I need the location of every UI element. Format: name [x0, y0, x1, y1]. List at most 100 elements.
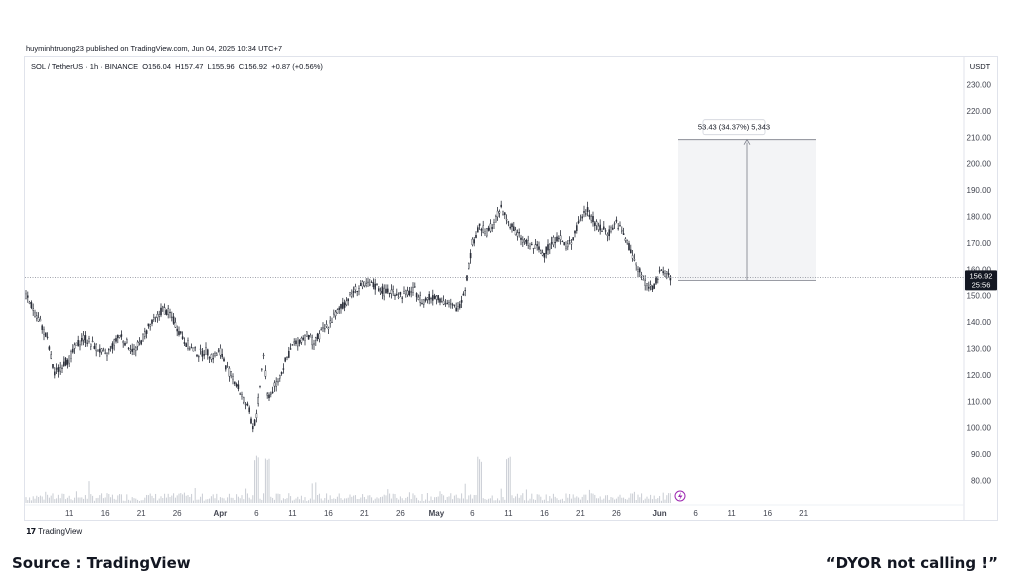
y-tick-label: 230.00 [967, 81, 992, 90]
candle-body [167, 308, 170, 316]
candle-body [642, 279, 645, 281]
x-tick-label: 21 [360, 509, 369, 518]
measure-label: 53.43 (34.37%) 5,343 [698, 123, 770, 132]
candle-body [251, 426, 254, 430]
candle-body [482, 225, 485, 233]
candle-body [100, 348, 103, 353]
candle-body [185, 343, 188, 347]
candle-body [669, 276, 672, 281]
candle-body [475, 235, 477, 238]
candle-body [77, 339, 79, 347]
candle-body [122, 340, 124, 344]
candle-body [631, 255, 634, 259]
candle-body [419, 295, 422, 303]
candle-body [289, 348, 292, 350]
candle-body [325, 324, 328, 327]
x-tick-label: 6 [470, 509, 475, 518]
candle-body [520, 237, 522, 240]
candle-body [493, 222, 495, 225]
currency-label[interactable]: USDT [969, 62, 991, 71]
candle-body [70, 351, 72, 359]
candle-body [358, 288, 360, 292]
candle-body [98, 348, 101, 353]
candle-body [442, 300, 445, 305]
candle-body [639, 268, 641, 273]
candle-body [163, 307, 166, 315]
candle-body [343, 302, 346, 308]
candle-body [414, 286, 416, 288]
candle-body [221, 354, 224, 358]
candle-body [450, 303, 452, 305]
candle-body [181, 336, 184, 340]
symbol-legend[interactable]: SOL / TetherUS · 1h · BINANCE O156.04 H1… [31, 62, 325, 71]
candle-body [284, 357, 287, 362]
y-tick-label: 220.00 [967, 107, 992, 116]
candle-body [306, 331, 308, 337]
candle-body [154, 316, 157, 318]
candle-body [82, 335, 85, 341]
candle-body [514, 229, 517, 235]
candle-body [50, 354, 52, 359]
candle-body [230, 371, 233, 377]
candle-body [282, 368, 285, 370]
candle-body [540, 250, 542, 254]
candle-body [131, 348, 134, 352]
candle-body [601, 230, 603, 232]
candle-body [311, 337, 314, 346]
candle-body [604, 230, 607, 232]
candle-body [603, 226, 605, 230]
candle-body [459, 303, 461, 309]
publisher-info: huyminhtruong23 published on TradingView… [26, 44, 283, 53]
candle-body [174, 322, 177, 328]
candle-body [435, 295, 438, 300]
candle-body [428, 294, 431, 301]
candle-body [462, 293, 465, 296]
candle-body [235, 383, 238, 387]
candle-body [547, 244, 549, 251]
candle-body [203, 354, 206, 356]
candle-body [134, 347, 137, 351]
candle-body [95, 344, 97, 352]
x-tick-label: 11 [727, 509, 736, 518]
candle-body [66, 360, 69, 365]
candle-body [505, 218, 508, 221]
x-tick-label: 16 [324, 509, 333, 518]
candle-body [232, 376, 234, 380]
candle-body [212, 358, 215, 360]
candle-body [80, 338, 83, 342]
candle-body [536, 244, 538, 246]
candle-body [160, 307, 162, 316]
candle-body [233, 381, 236, 385]
candle-body [347, 298, 350, 302]
candle-body [104, 352, 106, 354]
candle-body [196, 354, 198, 357]
candle-body [315, 337, 317, 341]
candle-body [270, 392, 272, 395]
candle-body [568, 240, 571, 242]
candle-body [378, 288, 380, 291]
candle-body [257, 397, 260, 405]
candle-body [487, 227, 490, 231]
candle-body [516, 232, 519, 237]
candle-body [331, 321, 333, 323]
candle-body [115, 338, 117, 342]
candle-body [577, 221, 580, 224]
candle-body [140, 340, 143, 345]
candle-body [255, 413, 258, 419]
tradingview-logo-icon: 17 [26, 527, 36, 536]
candle-body [93, 345, 96, 349]
candle-body [653, 283, 655, 289]
candle-body [572, 237, 574, 241]
candle-body [262, 354, 265, 357]
candle-body [579, 219, 582, 221]
ohlc-high: H157.47 [175, 62, 204, 71]
candle-body [655, 277, 657, 284]
candle-body [388, 292, 391, 294]
candle-body [406, 290, 409, 296]
y-tick-label: 100.00 [967, 424, 992, 433]
y-tick-label: 180.00 [967, 213, 992, 222]
candle-body [621, 229, 623, 232]
candle-body [478, 223, 481, 226]
candle-body [433, 295, 436, 299]
